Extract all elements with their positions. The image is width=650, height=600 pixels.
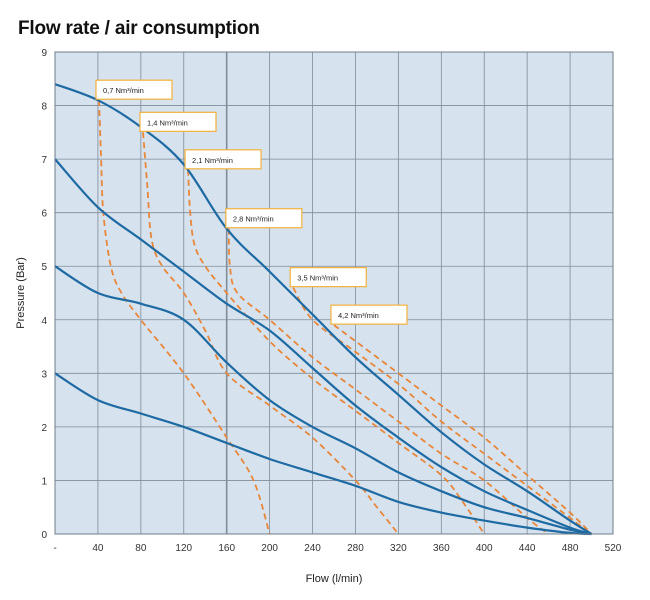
y-tick-label: 6 <box>41 209 47 220</box>
y-axis-title: Pressure (Bar) <box>15 257 27 329</box>
air-consumption-curve-8 <box>292 287 593 535</box>
y-tick-label: 5 <box>41 262 47 273</box>
x-tick-label: 40 <box>92 543 104 554</box>
pressure-curve-2 <box>54 265 592 536</box>
plot-frame <box>54 51 614 535</box>
y-tick-label: 4 <box>41 316 47 327</box>
x-tick-label: 80 <box>135 543 147 554</box>
y-tick-label: 0 <box>41 530 47 541</box>
x-tick-label: - <box>53 543 56 554</box>
x-tick-label: 280 <box>347 543 364 554</box>
chart-title: Flow rate / air consumption <box>18 18 260 39</box>
air-consumption-curve-6 <box>187 169 485 535</box>
x-tick-label: 320 <box>390 543 407 554</box>
air-label-text: 0,7 Nm³/min <box>103 86 144 95</box>
x-tick-label: 240 <box>304 543 321 554</box>
air-consumption-curve-7 <box>227 228 550 535</box>
air-label-text: 2,1 Nm³/min <box>192 156 233 165</box>
y-tick-label: 7 <box>41 155 47 166</box>
pressure-curve-1 <box>54 158 592 536</box>
air-consumption-curve-5 <box>142 132 400 535</box>
y-tick-label: 9 <box>41 48 47 59</box>
air-label-box <box>225 208 303 229</box>
pressure-curve-3 <box>54 372 592 536</box>
air-label-text: 3,5 Nm³/min <box>297 274 338 283</box>
x-tick-label: 160 <box>218 543 235 554</box>
air-label-text: 4,2 Nm³/min <box>338 311 379 320</box>
x-tick-label: 400 <box>476 543 493 554</box>
air-labels: 0,7 Nm³/min 1,4 Nm³/min 2,1 Nm³/min 2,8 Nm³… <box>95 79 408 325</box>
air-label-box <box>184 149 262 170</box>
air-consumption-curve-9 <box>333 324 593 535</box>
x-ticks: - 40 80 120 160 200 240 280 320 360 400 440 480 520 <box>53 543 621 554</box>
x-axis-title: Flow (l/min) <box>306 573 363 585</box>
x-tick-label: 480 <box>562 543 579 554</box>
y-ticks: 0 1 2 3 4 5 6 7 8 9 <box>41 48 47 541</box>
air-label-box <box>95 79 173 100</box>
x-tick-label: 200 <box>261 543 278 554</box>
air-consumption-curve-4 <box>98 100 271 535</box>
air-label-box <box>289 267 367 288</box>
air-label-box <box>139 111 217 132</box>
y-tick-label: 3 <box>41 369 47 380</box>
air-label-text: 1,4 Nm³/min <box>147 118 188 127</box>
x-tick-label: 120 <box>175 543 192 554</box>
y-tick-label: 1 <box>41 476 47 487</box>
x-tick-label: 440 <box>519 543 536 554</box>
y-tick-label: 2 <box>41 423 47 434</box>
air-label-text: 2,8 Nm³/min <box>233 215 274 224</box>
x-tick-label: 360 <box>433 543 450 554</box>
y-tick-label: 8 <box>41 102 47 113</box>
curves <box>54 83 593 536</box>
x-tick-label: 520 <box>605 543 622 554</box>
air-label-box <box>330 304 408 325</box>
